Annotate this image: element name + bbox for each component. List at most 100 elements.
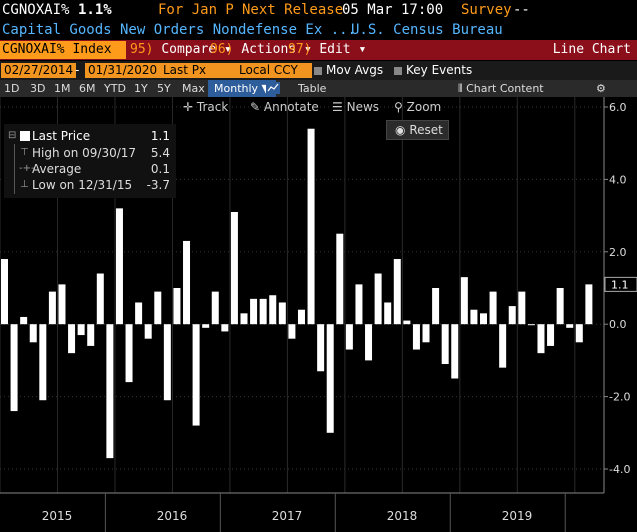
bar bbox=[345, 324, 353, 350]
bar bbox=[259, 298, 267, 325]
bar bbox=[106, 324, 114, 459]
bar bbox=[1, 259, 8, 325]
period-tab-1m[interactable]: 1M bbox=[54, 82, 71, 95]
legend-high-value: 5.4 bbox=[150, 146, 170, 160]
bar bbox=[412, 324, 420, 350]
chevron-down-icon: ▾ bbox=[223, 42, 232, 57]
y-tick-label: -4.0 bbox=[609, 463, 630, 476]
bar bbox=[566, 324, 574, 328]
bar bbox=[518, 291, 526, 325]
reset-button[interactable]: ◉ Reset bbox=[386, 120, 449, 140]
next-release-label: Next Release bbox=[242, 2, 344, 18]
actions-number: 96) bbox=[210, 42, 234, 57]
bar bbox=[202, 324, 210, 328]
x-axis-band bbox=[0, 493, 637, 532]
bar bbox=[211, 291, 219, 325]
bar bbox=[384, 302, 392, 325]
period-tab-1y[interactable]: 1Y bbox=[134, 82, 148, 95]
legend-high-label: High on 09/30/17 bbox=[32, 146, 137, 160]
chart-legend: ⊟ Last Price 1.1 ⊤ High on 09/30/17 5.4 … bbox=[4, 124, 176, 198]
bars-series bbox=[1, 128, 593, 459]
bar bbox=[288, 324, 296, 339]
high-marker-icon: ⊤ bbox=[20, 147, 29, 158]
bar bbox=[144, 324, 152, 339]
zoom-tool[interactable]: ⚲ Zoom bbox=[394, 100, 441, 114]
security-field[interactable]: CGNOXAI% Index bbox=[0, 41, 126, 59]
y-tick-label: 2.0 bbox=[609, 246, 627, 259]
bar bbox=[336, 233, 344, 325]
actions-button[interactable]: 96) Actions ▾ bbox=[210, 40, 312, 60]
actions-label: Actions bbox=[241, 42, 297, 57]
bar bbox=[68, 324, 76, 354]
currency-select[interactable]: Local CCY bbox=[236, 63, 312, 78]
legend-last-price-value: 1.1 bbox=[150, 129, 170, 143]
track-label: Track bbox=[196, 100, 229, 114]
line-chart-icon[interactable] bbox=[266, 82, 280, 94]
bar bbox=[403, 320, 411, 325]
legend-low: ⊥ Low on 12/31/15 -3.7 bbox=[4, 177, 176, 193]
start-date-input[interactable]: 02/27/2014 bbox=[1, 63, 77, 78]
period-tab-ytd[interactable]: YTD bbox=[104, 82, 126, 95]
average-marker-icon: -+- bbox=[19, 163, 35, 174]
bar bbox=[39, 324, 47, 401]
series-swatch bbox=[20, 131, 30, 141]
description-row: Capital Goods New Orders Nondefense Ex .… bbox=[0, 20, 637, 40]
bar bbox=[537, 324, 545, 354]
bar bbox=[451, 324, 459, 379]
edit-label: Edit bbox=[319, 42, 351, 57]
table-button[interactable]: Table bbox=[298, 82, 327, 95]
end-date-input[interactable]: 01/31/2020 bbox=[85, 63, 161, 78]
mov-avgs-toggle[interactable]: Mov Avgs bbox=[314, 61, 383, 80]
reset-label: Reset bbox=[409, 123, 443, 137]
zoom-label: Zoom bbox=[406, 100, 442, 114]
period-tab-max[interactable]: Max bbox=[182, 82, 205, 95]
checkbox-icon bbox=[314, 66, 322, 75]
chart-type-label: Line Chart bbox=[552, 42, 631, 57]
frequency-select[interactable]: Monthly ▼ bbox=[208, 80, 277, 97]
bar bbox=[58, 284, 66, 325]
legend-average-label: Average bbox=[32, 162, 82, 176]
collapse-icon: ⊟ bbox=[8, 130, 17, 141]
period-tab-5y[interactable]: 5Y bbox=[157, 82, 171, 95]
news-tool[interactable]: ☰ News bbox=[332, 100, 379, 114]
survey-label: Survey bbox=[461, 2, 512, 18]
news-label: News bbox=[346, 100, 380, 114]
bar bbox=[441, 324, 449, 365]
track-tool[interactable]: ✛ Track bbox=[183, 100, 228, 114]
edit-button[interactable]: 97) Edit ▾ bbox=[288, 40, 366, 60]
radio-icon: ◉ bbox=[395, 123, 406, 137]
legend-last-price[interactable]: ⊟ Last Price 1.1 bbox=[4, 128, 176, 144]
bar bbox=[183, 240, 191, 325]
x-tick-label: 2017 bbox=[272, 509, 303, 523]
period-tab-6m[interactable]: 6M bbox=[79, 82, 96, 95]
bar bbox=[307, 128, 315, 325]
news-icon: ☰ bbox=[332, 100, 343, 114]
period-tab-1d[interactable]: 1D bbox=[4, 82, 20, 95]
bar bbox=[29, 324, 37, 343]
bar bbox=[269, 295, 277, 325]
legend-average-value: 0.1 bbox=[150, 162, 170, 176]
bar bbox=[480, 313, 487, 325]
low-marker-icon: ⊥ bbox=[20, 179, 29, 190]
bar bbox=[393, 259, 401, 325]
x-axis: 2015 2016 2017 2018 2019 bbox=[0, 492, 637, 532]
key-events-label: Key Events bbox=[406, 63, 473, 77]
compare-button[interactable]: 95) Compare ▾ bbox=[130, 40, 232, 60]
data-source: U.S. Census Bureau bbox=[351, 22, 503, 38]
period-row: 1D 3D 1M 6M YTD 1Y 5Y Max Monthly ▼ Table ⫴ Cha… bbox=[0, 80, 637, 97]
chart-content-button[interactable]: ⫴ Chart Content bbox=[458, 80, 544, 97]
edit-number: 97) bbox=[288, 42, 312, 57]
bar bbox=[317, 324, 325, 372]
x-tick-label: 2015 bbox=[42, 509, 73, 523]
bar bbox=[154, 291, 162, 325]
key-events-toggle[interactable]: Key Events bbox=[394, 61, 472, 80]
field-select[interactable]: Last Px bbox=[160, 63, 236, 78]
magnifier-icon: ⚲ bbox=[394, 100, 403, 114]
period-tab-3d[interactable]: 3D bbox=[30, 82, 46, 95]
bars-icon: ⫴ bbox=[458, 82, 463, 95]
header-row: CGNOXAI% 1.1% For Jan P Next Release 05 … bbox=[0, 0, 637, 20]
chevron-down-icon: ▾ bbox=[358, 42, 367, 57]
bar bbox=[470, 309, 478, 325]
gear-icon[interactable]: ⚙ bbox=[596, 82, 606, 95]
annotate-tool[interactable]: ✎ Annotate bbox=[250, 100, 319, 114]
